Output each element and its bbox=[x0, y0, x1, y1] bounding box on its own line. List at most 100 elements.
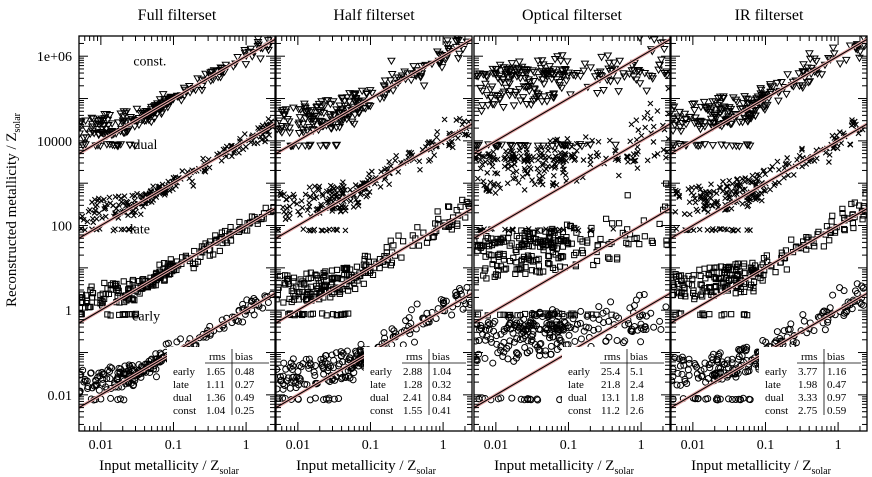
early-marker bbox=[524, 337, 532, 345]
early-marker bbox=[106, 368, 114, 376]
early-marker bbox=[728, 359, 736, 367]
dual-marker bbox=[131, 197, 138, 204]
const-marker bbox=[696, 125, 705, 134]
late-marker bbox=[491, 273, 498, 280]
early-marker bbox=[496, 346, 504, 354]
late-marker bbox=[395, 232, 402, 239]
stats-bias: 0.41 bbox=[432, 405, 451, 417]
x-tick-label: 1 bbox=[835, 438, 842, 453]
late-marker bbox=[708, 270, 715, 277]
early-marker bbox=[640, 290, 648, 298]
panel-title: Full filterset bbox=[138, 7, 217, 24]
dual-marker bbox=[531, 181, 538, 188]
dual-marker bbox=[125, 212, 131, 219]
dual-marker bbox=[474, 175, 481, 182]
dual-marker bbox=[318, 227, 325, 234]
early-marker bbox=[637, 338, 645, 346]
const-marker bbox=[599, 86, 608, 95]
late-marker bbox=[210, 251, 217, 258]
x-ticks: 0.01 0.1 1 bbox=[670, 36, 861, 453]
dual-marker bbox=[552, 163, 559, 170]
late-marker bbox=[227, 237, 235, 244]
dual-marker bbox=[754, 177, 761, 184]
const-marker bbox=[723, 110, 733, 118]
dual-marker bbox=[714, 198, 721, 205]
const-marker bbox=[740, 93, 749, 101]
dual-marker bbox=[431, 152, 438, 158]
panel-title: IR filterset bbox=[735, 7, 804, 24]
dual-marker bbox=[644, 157, 651, 164]
const-marker bbox=[735, 118, 744, 127]
stats-bias: 0.27 bbox=[235, 379, 255, 391]
const-marker bbox=[489, 101, 499, 109]
early-marker bbox=[621, 321, 629, 329]
early-marker bbox=[619, 339, 627, 347]
early-marker bbox=[738, 345, 746, 353]
x-axis-label-main: Input metallicity / Z bbox=[296, 458, 416, 474]
late-marker bbox=[398, 254, 405, 261]
y-ticks bbox=[276, 35, 472, 425]
early-marker bbox=[772, 337, 780, 345]
const-marker bbox=[335, 102, 345, 111]
const-marker bbox=[533, 93, 543, 101]
late-marker bbox=[390, 242, 397, 249]
late-marker bbox=[101, 279, 108, 287]
dual-marker bbox=[560, 226, 567, 233]
late-marker bbox=[84, 297, 91, 305]
dual-marker bbox=[101, 196, 107, 203]
early-marker bbox=[380, 329, 388, 337]
const-points bbox=[474, 36, 670, 151]
early-marker bbox=[582, 323, 590, 331]
const-marker bbox=[281, 108, 291, 117]
late-marker bbox=[414, 224, 421, 231]
late-marker bbox=[829, 212, 836, 219]
early-marker bbox=[79, 387, 84, 395]
dual-marker bbox=[378, 168, 385, 175]
dual-marker bbox=[523, 149, 530, 156]
early-marker bbox=[565, 331, 573, 339]
dual-marker bbox=[318, 203, 325, 210]
const-marker bbox=[805, 78, 815, 86]
const-marker bbox=[354, 109, 364, 118]
const-marker bbox=[613, 77, 622, 85]
late-marker bbox=[304, 291, 311, 298]
early-marker bbox=[595, 303, 603, 311]
dual-marker bbox=[624, 154, 631, 161]
early-marker bbox=[325, 394, 333, 402]
late-marker bbox=[701, 265, 708, 272]
late-marker bbox=[536, 269, 543, 276]
const-marker bbox=[752, 96, 762, 105]
late-marker bbox=[236, 218, 243, 226]
late-marker bbox=[559, 310, 566, 318]
late-marker bbox=[132, 312, 139, 319]
const-marker bbox=[406, 76, 416, 85]
dual-marker bbox=[851, 118, 858, 125]
dual-marker bbox=[357, 191, 364, 198]
dual-marker bbox=[300, 226, 307, 233]
dual-marker bbox=[481, 153, 487, 160]
stats-model: late bbox=[173, 379, 189, 391]
dual-marker bbox=[563, 157, 570, 164]
late-marker bbox=[483, 233, 490, 240]
dual-marker bbox=[799, 145, 805, 152]
dual-marker bbox=[741, 178, 748, 185]
early-marker bbox=[607, 298, 615, 306]
dual-marker bbox=[716, 226, 723, 232]
early-marker bbox=[684, 366, 692, 374]
dual-marker bbox=[537, 154, 544, 161]
early-marker bbox=[343, 347, 351, 355]
dual-marker bbox=[304, 207, 311, 214]
dual-marker bbox=[189, 178, 196, 185]
const-marker bbox=[549, 66, 559, 74]
dual-marker bbox=[353, 196, 359, 203]
stats-bias: 0.84 bbox=[432, 392, 452, 404]
const-marker bbox=[855, 54, 864, 63]
early-marker bbox=[637, 320, 645, 328]
dual-marker bbox=[311, 183, 318, 190]
panel-frame bbox=[275, 35, 473, 432]
const-marker bbox=[347, 118, 357, 127]
dual-marker bbox=[347, 198, 354, 204]
early-marker bbox=[639, 311, 647, 319]
early-marker bbox=[576, 319, 584, 327]
early-marker bbox=[320, 370, 328, 378]
